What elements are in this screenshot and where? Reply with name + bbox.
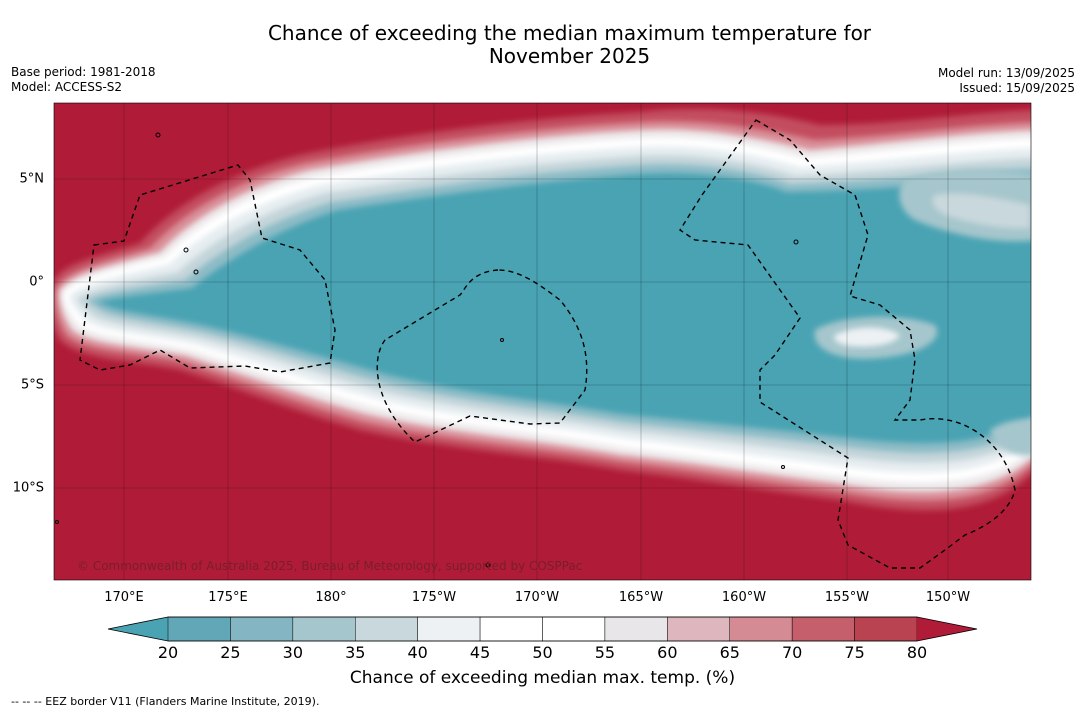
island: [781, 465, 785, 469]
title-line-1: Chance of exceeding the median maximum t…: [267, 21, 872, 45]
lon-label-170e: 170°E: [104, 590, 144, 605]
colorbar-cell: [479, 616, 543, 642]
island: [793, 239, 799, 245]
lon-label-170w: 170°W: [514, 590, 560, 605]
colorbar-cell: [417, 616, 481, 642]
title-line-2: November 2025: [488, 44, 651, 68]
eez-footnote: -- -- -- EEZ border V11 (Flanders Marine…: [11, 695, 320, 708]
colorbar-tick-label: 35: [345, 643, 366, 662]
island: [500, 338, 504, 342]
model-info: Base period: 1981-2018 Model: ACCESS-S2: [11, 65, 156, 95]
colorbar-tick-label: 60: [657, 643, 678, 662]
model-run-date: Model run: 13/09/2025: [937, 66, 1075, 80]
lon-label-160w: 160°W: [721, 590, 767, 605]
colorbar-tick-label: 70: [781, 643, 803, 662]
lon-label-165w: 165°W: [618, 590, 664, 605]
patch-north-east-inner: [932, 193, 1030, 229]
colorbar-high-extension: [917, 617, 977, 641]
colorbar-cell: [667, 616, 730, 642]
base-period: Base period: 1981-2018: [11, 65, 156, 79]
colorbar-tick-label: 30: [282, 643, 304, 662]
island: [183, 247, 189, 253]
colorbar-cell: [729, 616, 793, 642]
lon-label-155w: 155°W: [824, 590, 870, 605]
colorbar-outline: [107, 616, 978, 642]
colorbar-cell: [355, 616, 418, 642]
model-name: Model: ACCESS-S2: [11, 80, 123, 94]
colorbar-cell: [230, 616, 294, 642]
colorbar-tick-label: 65: [719, 643, 740, 662]
copyright-notice: © Commonwealth of Australia 2025, Bureau…: [77, 559, 583, 573]
colorbar-cell: [292, 616, 356, 642]
lat-label-10s: 10°S: [12, 480, 44, 496]
map-frame: [53, 102, 1032, 581]
lat-label-5s: 5°S: [20, 377, 44, 393]
colorbar-low-extension: [108, 617, 168, 641]
lon-label-180: 180°: [315, 590, 347, 605]
colorbar-tick-label: 50: [532, 643, 553, 662]
colorbar-cells: [167, 616, 918, 642]
colorbar-tick-label: 40: [407, 643, 428, 662]
eez-kiribati-phoenix: [376, 269, 588, 443]
patch-central-east-inner: [834, 327, 900, 347]
colorbar-cell: [854, 616, 918, 642]
colorbar-tick-label: 25: [220, 643, 241, 662]
eez-borders: [79, 119, 1016, 569]
colorbar-label: Chance of exceeding median max. temp. (%…: [349, 668, 736, 688]
lon-label-175e: 175°E: [208, 590, 248, 605]
map-title: Chance of exceeding the median maximum t…: [0, 22, 1085, 68]
colorbar-tick-label: 80: [906, 643, 928, 662]
colorbar-tick-label: 75: [844, 643, 865, 662]
colorbar: [107, 616, 978, 642]
probability-contours: [54, 108, 1031, 511]
colorbar-tick-label: 45: [469, 643, 491, 662]
issued-date: Issued: 15/09/2025: [959, 81, 1075, 95]
lon-label-150w: 150°W: [925, 590, 971, 605]
colorbar-tick-label: 55: [594, 643, 616, 662]
island: [485, 562, 491, 568]
eez-kiribati-gilberts: [79, 164, 336, 373]
island: [55, 520, 59, 524]
colorbar-cell: [167, 616, 231, 642]
map-area: [54, 103, 1031, 580]
lat-label-0: 0°: [29, 274, 44, 290]
colorbar-tick-label: 20: [157, 643, 179, 662]
island: [155, 132, 161, 138]
colorbar-cell: [604, 616, 668, 642]
lat-label-5n: 5°N: [19, 171, 45, 187]
colorbar-cell: [791, 616, 855, 642]
gridlines: [54, 103, 1031, 580]
island: [193, 269, 199, 275]
run-info: Model run: 13/09/2025 Issued: 15/09/2025: [938, 66, 1075, 96]
eez-kiribati-line: [679, 119, 1016, 569]
colorbar-cell: [542, 616, 606, 642]
lon-label-175w: 175°W: [411, 590, 457, 605]
islands: [55, 132, 799, 568]
patch-south-east: [990, 419, 1031, 456]
